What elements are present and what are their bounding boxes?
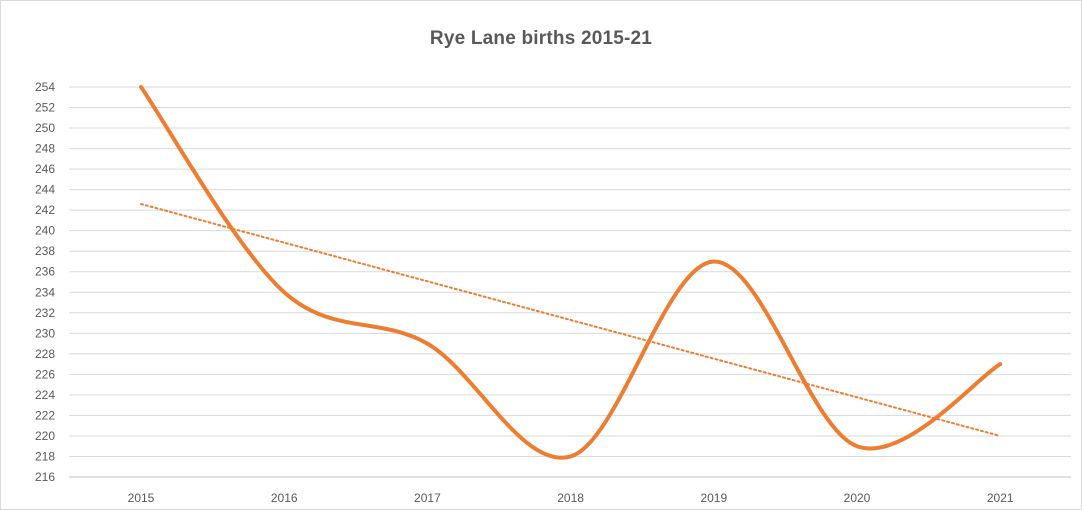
y-tick-label-222: 222	[35, 408, 55, 422]
x-axis-tick-labels: 2015 2016 2017 2018 2019 2020 2021	[128, 491, 1014, 505]
y-axis-tick-labels: 216 218 220 222 224 226 228 230 232 234 236 238 240 2…	[35, 80, 55, 484]
x-tick-label-2018: 2018	[557, 491, 584, 505]
y-tick-label-224: 224	[35, 388, 55, 402]
chart-title: Rye Lane births 2015-21	[429, 28, 653, 49]
y-tick-label-226: 226	[35, 367, 55, 381]
y-tick-label-234: 234	[35, 285, 55, 299]
gridlines	[69, 86, 1071, 457]
y-tick-label-232: 232	[35, 306, 55, 320]
y-tick-label-254: 254	[35, 80, 55, 94]
x-tick-label-2015: 2015	[128, 491, 155, 505]
y-tick-label-220: 220	[35, 429, 55, 443]
y-tick-label-252: 252	[35, 101, 55, 115]
y-tick-label-230: 230	[35, 326, 55, 340]
trendline	[140, 203, 1002, 437]
y-tick-label-238: 238	[35, 244, 55, 258]
y-tick-label-242: 242	[35, 203, 55, 217]
x-tick-label-2021: 2021	[987, 491, 1014, 505]
x-tick-label-2017: 2017	[414, 491, 441, 505]
y-tick-label-236: 236	[35, 265, 55, 279]
y-tick-label-244: 244	[35, 183, 55, 197]
x-tick-label-2019: 2019	[700, 491, 727, 505]
y-tick-label-228: 228	[35, 347, 55, 361]
series-layer	[139, 85, 1003, 460]
y-tick-label-246: 246	[35, 162, 55, 176]
x-tick-label-2016: 2016	[271, 491, 298, 505]
trendline-layer	[140, 203, 1002, 437]
y-tick-label-216: 216	[35, 470, 55, 484]
y-tick-label-218: 218	[35, 449, 55, 463]
y-tick-label-248: 248	[35, 142, 55, 156]
series-line-0	[139, 85, 1003, 460]
y-tick-label-250: 250	[35, 121, 55, 135]
x-tick-label-2020: 2020	[844, 491, 871, 505]
y-tick-label-240: 240	[35, 224, 55, 238]
